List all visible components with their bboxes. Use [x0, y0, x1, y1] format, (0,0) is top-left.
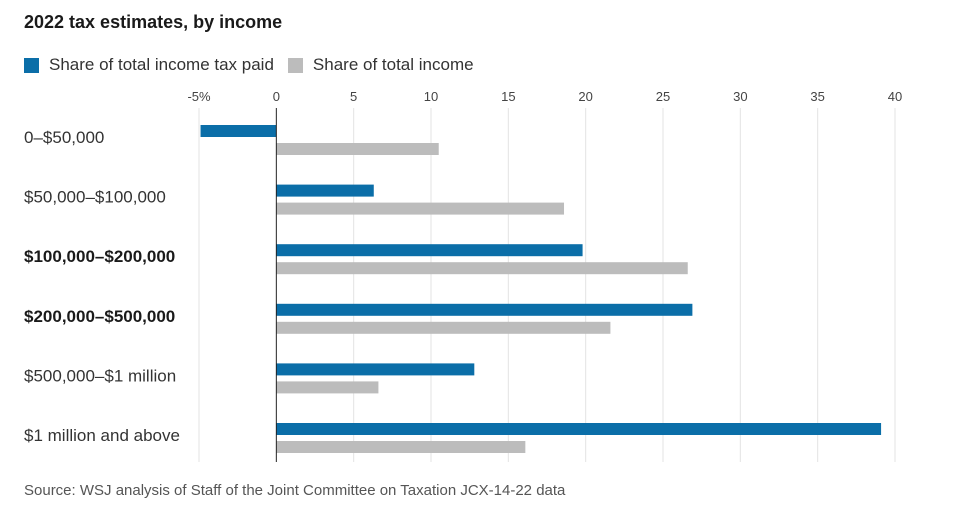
legend-swatch-income [287, 57, 303, 73]
category-label: $50,000–$100,000 [24, 188, 166, 207]
legend-swatch-tax-paid [24, 57, 39, 73]
x-tick-label: 30 [733, 89, 747, 104]
legend-item-tax-paid: Share of total income tax paid [24, 55, 274, 75]
legend-item-income: Share of total income [287, 55, 474, 75]
source-note: Source: WSJ analysis of Staff of the Joi… [24, 482, 566, 499]
x-tick-label: 20 [578, 89, 592, 104]
legend-label-tax-paid: Share of total income tax paid [49, 55, 274, 74]
bar-income [276, 143, 439, 155]
category-label: 0–$50,000 [24, 128, 104, 147]
bar-income [276, 381, 379, 394]
bar-tax-paid [276, 244, 583, 257]
bar-tax-paid [276, 363, 475, 376]
chart-title: 2022 tax estimates, by income [24, 12, 283, 32]
category-label: $1 million and above [24, 426, 180, 445]
bar-tax-paid [276, 303, 693, 316]
bar-tax-paid [276, 184, 374, 197]
x-tick-label: 10 [424, 89, 438, 104]
category-label: $500,000–$1 million [24, 366, 176, 385]
x-tick-label: -5% [187, 89, 211, 104]
x-tick-label: 5 [350, 89, 357, 104]
bar-income [276, 202, 565, 215]
legend: Share of total income tax paid Share of … [24, 55, 488, 75]
bar-income [276, 321, 611, 334]
x-tick-label: 25 [656, 89, 670, 104]
legend-label-income: Share of total income [312, 55, 474, 74]
x-tick-label: 15 [501, 89, 515, 104]
category-label: $100,000–$200,000 [24, 247, 175, 266]
bar-income [276, 441, 526, 453]
x-tick-label: 35 [810, 89, 824, 104]
category-label: $200,000–$500,000 [24, 307, 175, 326]
bar-tax-paid [276, 423, 882, 435]
x-tick-label: 0 [273, 89, 280, 104]
x-tick-label: 40 [888, 89, 902, 104]
bar-tax-paid [200, 125, 277, 137]
bar-income [276, 262, 688, 275]
